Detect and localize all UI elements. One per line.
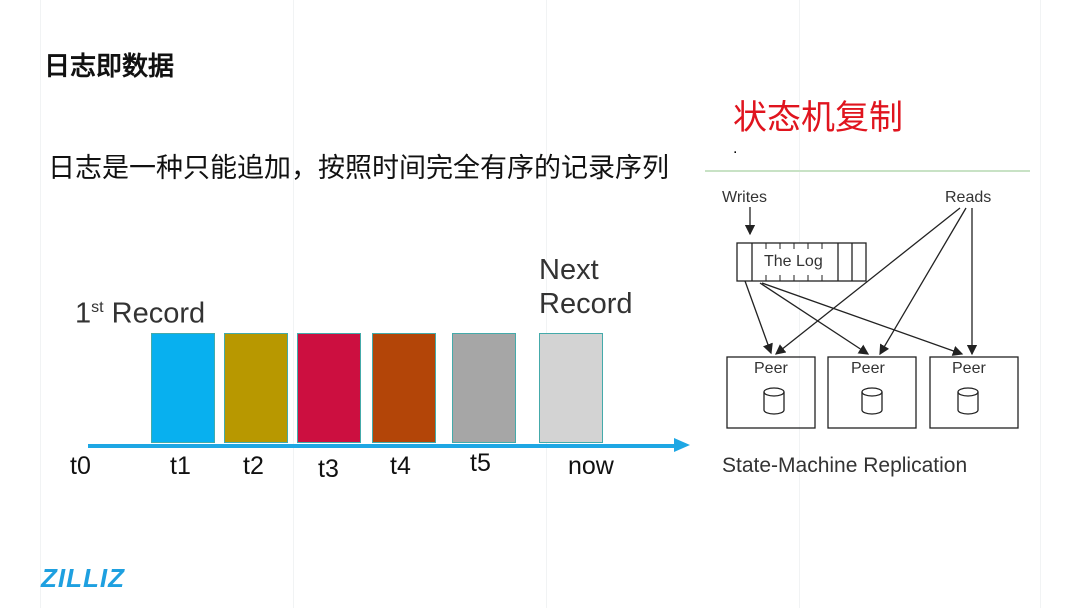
- peer-label: Peer: [754, 360, 788, 377]
- zilliz-logo: ZILLIZ: [41, 563, 125, 593]
- diagram-caption: State-Machine Replication: [722, 454, 968, 477]
- record-block: [151, 333, 215, 443]
- divider: [705, 170, 1030, 172]
- next-record-label: Next Record: [539, 254, 633, 320]
- first-record-label: 1st Record: [75, 297, 206, 330]
- writes-label: Writes: [722, 189, 768, 206]
- guide-line: [40, 0, 41, 608]
- time-tick-label: t1: [170, 452, 191, 480]
- slide-description: 日志是一种只能追加，按照时间完全有序的记录序列: [48, 153, 669, 184]
- slide-title: 日志即数据: [44, 52, 175, 82]
- time-tick-label: t5: [470, 449, 491, 477]
- record-block: [372, 333, 436, 443]
- peer-label: Peer: [952, 360, 986, 377]
- record-block: [452, 333, 516, 443]
- time-tick-label: t0: [70, 452, 91, 480]
- peer-label: Peer: [851, 360, 885, 377]
- time-tick-label: now: [568, 452, 614, 480]
- guide-line: [799, 0, 800, 608]
- time-tick-label: t2: [243, 452, 264, 480]
- record-block: [297, 333, 361, 443]
- dot: .: [733, 140, 738, 157]
- guide-line: [293, 0, 294, 608]
- replication-heading: 状态机复制: [733, 98, 903, 138]
- record-block: [539, 333, 603, 443]
- record-block: [224, 333, 288, 443]
- time-tick-label: t3: [318, 455, 339, 483]
- log-label: The Log: [764, 253, 823, 270]
- guide-line: [1040, 0, 1041, 608]
- reads-label: Reads: [945, 189, 992, 206]
- time-tick-label: t4: [390, 452, 411, 480]
- guide-line: [546, 0, 547, 608]
